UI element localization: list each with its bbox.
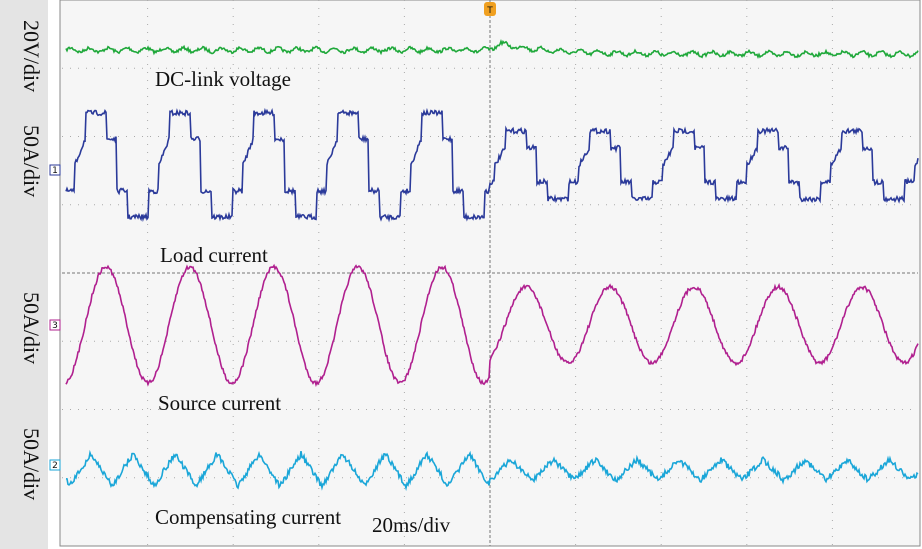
trace-label: Source current [158,391,281,415]
trigger-marker [484,2,496,16]
waveform [65,39,919,59]
scale-label: 50A/div [19,125,44,197]
trigger-marker-text: T [486,6,493,16]
waveform [65,107,919,223]
scale-label: 50A/div [19,292,44,364]
trace-label: Compensating current [155,505,341,529]
channel-marker-text: 1 [52,166,58,176]
grid [62,0,918,546]
channel-marker [49,319,61,331]
waveforms [65,39,919,492]
channel-marker [49,164,61,176]
channel-marker-text: 2 [52,461,58,471]
waveform [65,449,919,492]
trace-label: Load current [160,243,268,267]
channel-marker [49,459,61,471]
left-strip [0,0,48,549]
scale-label: 20V/div [19,20,44,92]
trace-label: DC-link voltage [155,67,291,91]
scale-label: 50A/div [19,428,44,500]
waveform [65,263,919,388]
channel-marker-text: 3 [52,321,58,331]
time-scale: 20ms/div [372,513,451,537]
